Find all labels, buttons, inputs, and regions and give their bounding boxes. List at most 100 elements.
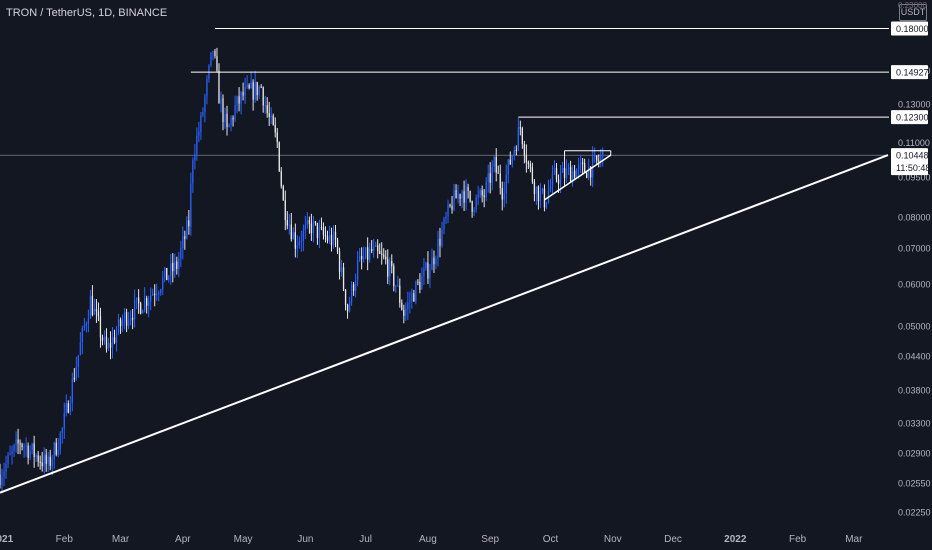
candle-body <box>571 170 574 183</box>
candle-body <box>202 111 204 116</box>
candle-body <box>75 367 77 380</box>
candle-body <box>332 231 335 246</box>
candle-body <box>367 247 369 260</box>
level-price-label-box <box>891 110 928 125</box>
candle-body <box>206 79 208 97</box>
candle-body <box>152 293 154 296</box>
candle-body <box>477 194 479 198</box>
candle-body <box>485 181 487 198</box>
price-tick-label: 0.04400 <box>898 351 931 361</box>
candle-body <box>391 260 393 267</box>
currency-badge[interactable]: USDT <box>899 4 927 21</box>
candle-body <box>579 162 582 165</box>
candle-body <box>344 289 347 305</box>
candle-body <box>300 241 303 243</box>
candle-body <box>67 403 69 413</box>
candle-body <box>348 302 351 312</box>
candle-body <box>290 224 292 240</box>
candle-body <box>3 471 5 478</box>
candle-body <box>148 301 150 306</box>
candle-body <box>77 355 80 368</box>
candle-body <box>35 455 37 458</box>
drawing-tools[interactable] <box>0 28 889 494</box>
candle-body <box>541 188 544 192</box>
candle-body <box>234 105 236 120</box>
candle-body <box>252 82 254 100</box>
candle-body <box>328 234 331 241</box>
candle-body <box>280 171 282 187</box>
candle-body <box>501 188 503 200</box>
candle-body <box>65 403 67 414</box>
candle-body <box>23 446 25 448</box>
candle-body <box>336 239 339 252</box>
candle-body <box>232 117 234 120</box>
time-tick-label: Nov <box>604 534 622 545</box>
candle-body <box>503 192 505 200</box>
level-price-label: 0.18000 <box>896 24 929 34</box>
candle-body <box>352 284 355 291</box>
candle-body <box>322 227 325 236</box>
candle-body <box>471 201 473 212</box>
candle-body <box>407 302 409 309</box>
candle-body <box>369 249 371 260</box>
candle-body <box>258 86 260 96</box>
candle-body <box>188 220 190 227</box>
candle-body <box>31 443 33 451</box>
candle-body <box>264 105 266 107</box>
candle-body <box>441 230 443 246</box>
candle-body <box>451 205 453 210</box>
candle-body <box>429 270 431 279</box>
candle-body <box>81 327 84 343</box>
candle-body <box>373 246 375 251</box>
candle-body <box>242 92 244 96</box>
candle-body <box>539 191 542 202</box>
candle-body <box>537 186 540 202</box>
candle-body <box>489 173 491 183</box>
candle-body <box>164 267 166 278</box>
candle-body <box>557 179 560 184</box>
candle-body <box>146 298 148 306</box>
candle-body <box>41 462 43 467</box>
candle-body <box>47 456 49 464</box>
candle-body <box>133 300 136 320</box>
candle-body <box>457 194 459 199</box>
candle-body <box>186 220 188 239</box>
candle-body <box>553 168 556 174</box>
candle-body <box>531 167 534 182</box>
candle-body <box>129 317 132 321</box>
candle-body <box>495 157 497 173</box>
candle-body <box>594 156 596 158</box>
candle-body <box>174 261 176 272</box>
candle-body <box>268 113 270 117</box>
candle-body <box>11 450 13 454</box>
candle-body <box>220 98 222 104</box>
candle-body <box>254 82 256 100</box>
candle-body <box>517 127 519 151</box>
candle-body <box>19 443 21 445</box>
candle-body <box>381 253 383 255</box>
candle-body <box>214 50 216 57</box>
price-tick-label: 0.06000 <box>898 279 931 289</box>
candle-body <box>45 454 47 464</box>
candle-body <box>447 204 449 217</box>
time-tick-label: 2021 <box>0 534 14 545</box>
candle-body <box>577 164 580 170</box>
candle-body <box>33 443 35 458</box>
candle-body <box>314 221 317 224</box>
candle-body <box>561 167 564 173</box>
candle-body <box>473 209 475 212</box>
candle-body <box>433 257 435 265</box>
candle-body <box>39 461 41 463</box>
candle-body <box>262 87 264 106</box>
candle-body <box>143 298 146 311</box>
candle-body <box>212 50 214 53</box>
price-tick-label: 0.11000 <box>898 138 930 148</box>
candle-body <box>330 234 333 246</box>
candle-body <box>413 293 415 302</box>
candle-body <box>238 96 240 104</box>
candle-body <box>525 155 528 163</box>
candle-body <box>316 223 319 239</box>
candle-body <box>230 117 232 125</box>
candle-body <box>93 309 96 315</box>
